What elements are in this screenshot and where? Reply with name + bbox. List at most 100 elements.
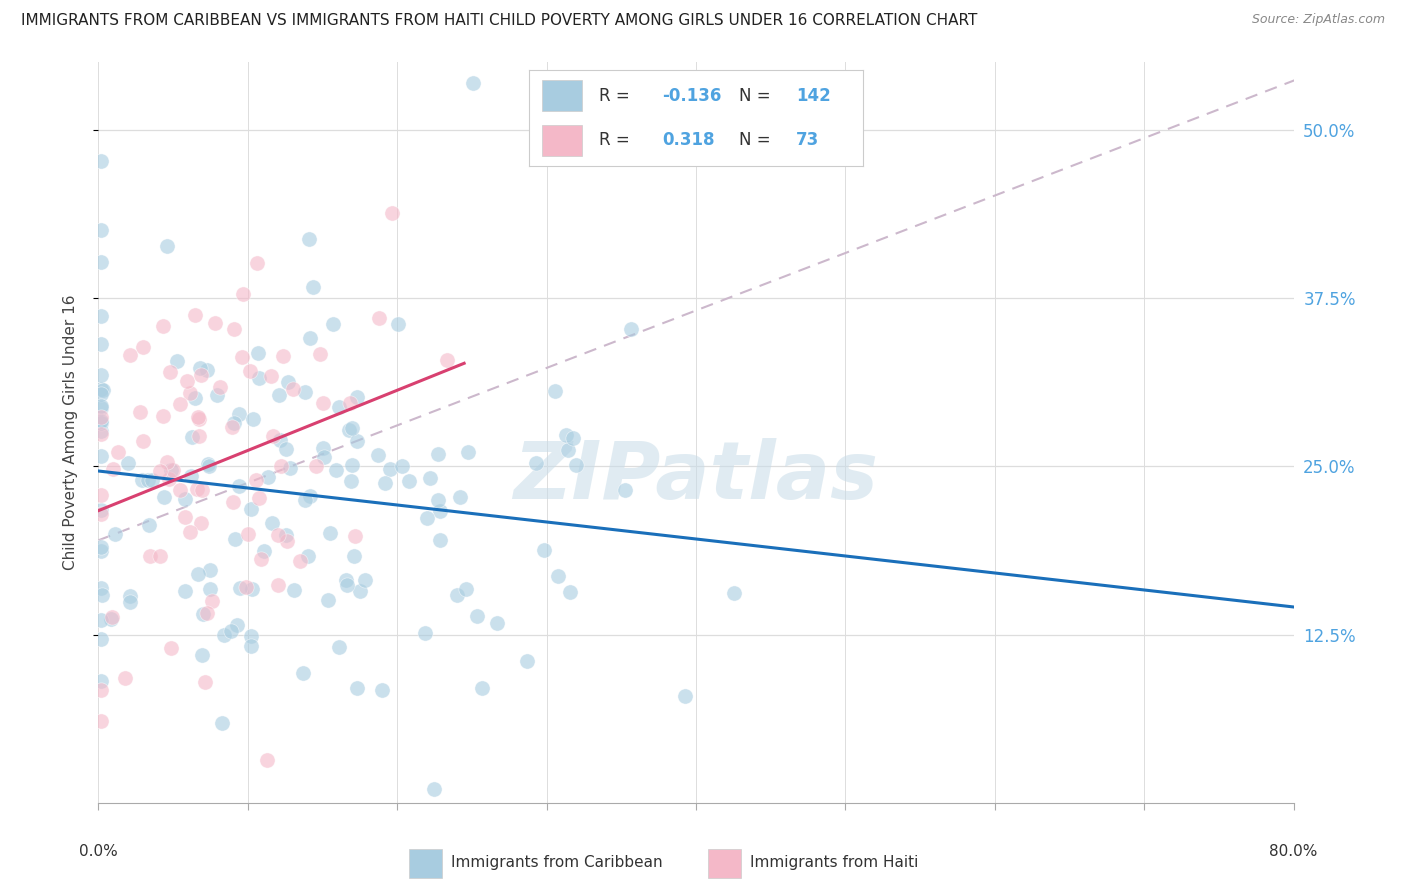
Point [413,625,436,640]
Point [247,491,270,505]
Point [344,529,367,543]
Point [270,459,292,474]
Point [340,458,363,472]
Point [242,411,264,425]
Point [90,387,112,401]
Point [91,383,114,397]
Point [90,382,112,396]
Point [456,582,478,596]
Point [723,586,745,600]
Point [346,434,368,448]
Point [457,444,479,458]
Point [337,424,360,438]
Point [228,479,250,493]
Point [239,364,262,378]
Point [90,540,112,554]
Point [297,549,319,564]
Point [325,463,347,477]
Point [90,414,112,428]
Point [231,351,253,365]
Point [169,483,191,497]
Point [228,407,250,421]
Point [271,349,294,363]
Point [209,380,232,394]
Point [292,666,315,681]
Point [212,628,235,642]
Point [335,573,357,587]
Point [156,455,179,469]
Point [90,424,112,438]
Point [349,584,371,599]
Point [152,318,174,333]
Point [236,527,259,541]
Point [429,504,451,518]
Point [138,518,160,533]
Point [104,527,127,541]
Text: 0.0%: 0.0% [79,844,118,858]
Point [90,401,112,416]
Point [374,476,396,491]
Point [328,401,350,415]
Point [339,396,361,410]
Point [90,368,112,383]
Point [276,534,298,549]
Point [557,443,579,458]
Point [346,681,368,696]
Point [253,544,276,558]
Point [187,410,209,425]
Point [240,582,263,597]
Point [187,411,209,425]
Point [90,417,112,431]
Point [301,279,323,293]
Point [186,482,208,496]
Point [176,374,198,388]
Text: 80.0%: 80.0% [1270,844,1317,858]
Point [239,502,262,516]
Point [194,674,217,689]
Point [157,472,180,486]
Point [343,549,366,563]
Point [269,388,291,402]
Point [90,673,112,688]
Point [336,578,359,592]
Point [259,369,281,384]
Point [368,311,391,326]
Point [256,753,278,767]
Point [232,287,254,301]
Point [191,648,214,662]
Point [204,316,226,330]
Point [90,488,112,502]
Point [416,511,439,525]
Point [162,463,184,477]
Point [184,391,207,405]
Point [299,331,322,345]
Point [260,516,283,531]
Point [312,441,335,455]
Point [239,639,262,653]
Point [221,495,243,509]
Point [91,588,114,602]
Point [101,461,124,475]
Point [419,471,441,485]
Text: Source: ZipAtlas.com: Source: ZipAtlas.com [1251,13,1385,27]
Point [136,473,159,487]
Text: IMMIGRANTS FROM CARIBBEAN VS IMMIGRANTS FROM HAITI CHILD POVERTY AMONG GIRLS UND: IMMIGRANTS FROM CARIBBEAN VS IMMIGRANTS … [21,13,977,29]
Point [190,368,212,383]
Point [173,492,195,507]
Point [471,681,494,695]
Point [620,322,643,336]
Point [221,419,243,434]
Point [516,654,538,668]
Point [187,567,209,582]
Point [613,483,636,497]
Point [120,348,142,362]
Point [160,463,183,477]
Point [267,527,290,541]
Point [346,391,368,405]
Point [299,489,322,503]
Point [219,624,242,638]
Point [391,458,413,473]
Point [152,409,174,423]
Point [308,347,330,361]
Point [387,317,409,331]
